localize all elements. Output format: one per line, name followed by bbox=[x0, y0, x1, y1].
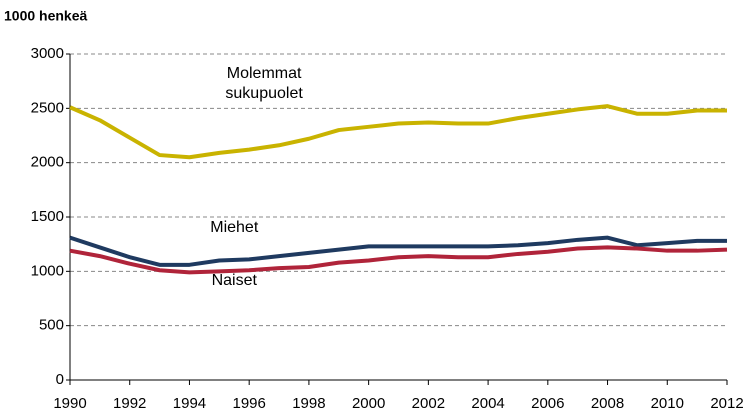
y-tick-label: 2000 bbox=[31, 154, 64, 171]
x-tick-label: 2002 bbox=[412, 395, 445, 412]
y-tick-label: 0 bbox=[56, 371, 64, 388]
y-tick-label: 3000 bbox=[31, 45, 64, 62]
x-tick-label: 2010 bbox=[651, 395, 684, 412]
series-line bbox=[69, 245, 728, 275]
x-tick-label: 1992 bbox=[113, 395, 146, 412]
x-tick-label: 1998 bbox=[292, 395, 325, 412]
x-tick-label: 2006 bbox=[531, 395, 564, 412]
y-tick-label: 1000 bbox=[31, 262, 64, 279]
x-tick-label: 2012 bbox=[710, 395, 743, 412]
series-label: Molemmat sukupuolet bbox=[225, 65, 303, 103]
x-tick-label: 1990 bbox=[53, 395, 86, 412]
y-tick-label: 1500 bbox=[31, 208, 64, 225]
y-tick-label: 500 bbox=[39, 317, 64, 334]
series-line bbox=[69, 104, 727, 160]
x-tick-label: 2000 bbox=[352, 395, 385, 412]
x-tick-label: 1996 bbox=[232, 395, 265, 412]
x-tick-label: 2008 bbox=[591, 395, 624, 412]
x-tick-label: 2004 bbox=[471, 395, 504, 412]
x-tick-label: 1994 bbox=[173, 395, 206, 412]
series-label: Miehet bbox=[210, 218, 259, 236]
series-line bbox=[69, 235, 727, 267]
y-tick-label: 2500 bbox=[31, 99, 64, 116]
series-label: Naiset bbox=[211, 271, 257, 289]
y-axis-unit: 1000 henkeä bbox=[4, 8, 87, 24]
